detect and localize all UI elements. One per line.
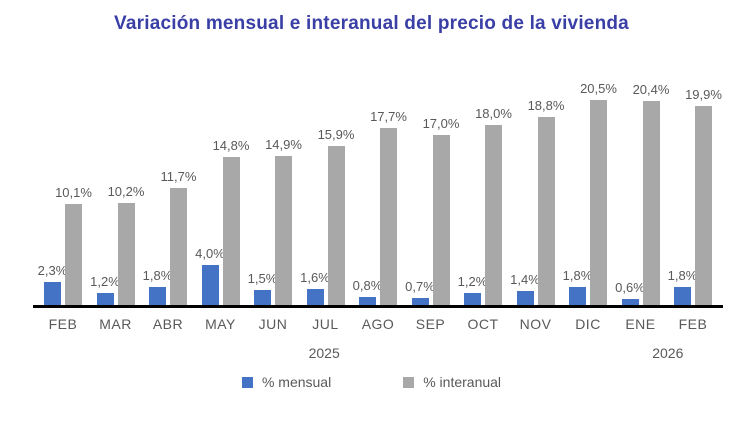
bar-group-may-3: 4,0% 14,8% <box>195 138 249 305</box>
axis-label-month: SEP <box>415 316 446 332</box>
data-label-mensual: 2,3% <box>37 263 68 278</box>
data-label-mensual: 1,8% <box>667 268 698 283</box>
bar-group-sep-7: 0,7% 17,0% <box>405 116 459 305</box>
legend-label-mensual: % mensual <box>261 374 332 390</box>
data-label-mensual: 1,2% <box>457 274 488 289</box>
legend-item-mensual: % mensual <box>241 374 332 390</box>
axis-label-month: JUL <box>312 316 339 332</box>
bar-interanual: 18,0% <box>475 106 512 305</box>
bar-interanual: 14,9% <box>265 137 302 305</box>
axis-label-month: FEB <box>48 316 78 332</box>
bar-interanual: 14,8% <box>213 138 249 305</box>
data-label-interanual: 10,1% <box>55 185 92 200</box>
bar-interanual: 17,7% <box>370 109 407 305</box>
bar-interanual: 10,2% <box>108 184 144 305</box>
axis-label-month: JUN <box>258 316 288 332</box>
bar-group-nov-9: 1,4% 18,8% <box>510 98 564 305</box>
bar-interanual: 18,8% <box>528 98 564 305</box>
bar-mensual: 1,8% <box>668 268 697 305</box>
chart-title: Variación mensual e interanual del preci… <box>114 13 629 34</box>
bar-interanual: 19,9% <box>685 87 722 305</box>
bar-mensual: 1,6% <box>300 270 330 305</box>
bar-group-mar-1: 1,2% 10,2% <box>90 184 144 305</box>
bar-interanual: 15,9% <box>318 127 354 305</box>
bar-interanual: 10,1% <box>55 185 92 305</box>
bar-mensual: 1,4% <box>510 272 540 305</box>
data-label-interanual: 17,0% <box>422 116 460 131</box>
data-label-interanual: 20,4% <box>632 82 670 97</box>
bar-interanual: 11,7% <box>161 169 196 305</box>
data-label-mensual: 1,5% <box>247 271 278 286</box>
axis-label-month: AGO <box>361 316 395 332</box>
data-label-mensual: 1,4% <box>510 272 540 287</box>
plot-area: 2,3% 10,1% 1,2% 10,2% 1,8% 11,7% 4,0% 14,8% 1,5%… <box>33 35 723 365</box>
legend-item-interanual: % interanual <box>403 374 501 390</box>
bar-mensual: 1,8% <box>563 268 592 305</box>
data-label-interanual: 14,9% <box>265 137 302 152</box>
legend-swatch-interanual-icon <box>403 376 415 388</box>
data-label-interanual: 19,9% <box>685 87 722 102</box>
data-label-interanual: 15,9% <box>317 127 355 142</box>
bar-group-ago-6: 0,8% 17,7% <box>353 109 407 305</box>
bar-mensual: 1,8% <box>143 268 172 305</box>
bar-interanual: 20,5% <box>580 81 617 305</box>
data-label-interanual: 17,7% <box>370 109 407 124</box>
data-label-mensual: 1,8% <box>142 268 173 283</box>
axis-label-year-2025: 2025 <box>308 345 340 361</box>
axis-label-month: ABR <box>152 316 184 332</box>
bar-mensual: 1,2% <box>458 274 487 305</box>
data-label-mensual: 0,6% <box>615 280 645 295</box>
bars-area: 2,3% 10,1% 1,2% 10,2% 1,8% 11,7% 4,0% 14,8% 1,5%… <box>33 35 723 305</box>
bar-group-feb-0: 2,3% 10,1% <box>38 185 92 305</box>
year-axis: 2025 2026 <box>33 345 723 365</box>
data-label-mensual: 0,7% <box>405 279 435 294</box>
data-label-interanual: 20,5% <box>580 81 617 96</box>
data-label-mensual: 1,6% <box>300 270 330 285</box>
axis-label-month: ENE <box>625 316 656 332</box>
bar-mensual: 0,6% <box>615 280 645 305</box>
bar-group-jun-4: 1,5% 14,9% <box>248 137 302 305</box>
bar-interanual: 20,4% <box>633 82 669 305</box>
bar-group-feb-12: 1,8% 19,9% <box>668 87 722 305</box>
bar-interanual: 17,0% <box>423 116 459 305</box>
axis-label-month: DIC <box>575 316 601 332</box>
bar-group-dic-10: 1,8% 20,5% <box>563 81 617 305</box>
axis-label-month: MAY <box>205 316 236 332</box>
legend: % mensual % interanual <box>0 374 743 390</box>
bar-group-oct-8: 1,2% 18,0% <box>458 106 512 305</box>
bar-mensual: 1,2% <box>90 274 120 305</box>
legend-label-interanual: % interanual <box>423 374 502 390</box>
bar-mensual: 0,8% <box>353 278 382 305</box>
month-axis: FEB MAR ABR MAY JUN JUL AGO SEP OCT NOV DIC ENE FEB <box>33 316 723 332</box>
data-label-interanual: 11,7% <box>160 169 197 184</box>
axis-label-month: NOV <box>519 316 552 332</box>
bar-mensual: 4,0% <box>195 246 225 305</box>
data-label-mensual: 4,0% <box>195 246 225 261</box>
axis-label-year-2026: 2026 <box>652 345 684 361</box>
data-label-interanual: 18,0% <box>475 106 512 121</box>
axis-label-month: OCT <box>467 316 499 332</box>
bar-group-abr-2: 1,8% 11,7% <box>143 169 196 305</box>
bar-group-jul-5: 1,6% 15,9% <box>300 127 354 305</box>
bar-group-ene-11: 0,6% 20,4% <box>615 82 669 305</box>
data-label-mensual: 1,2% <box>90 274 120 289</box>
data-label-interanual: 14,8% <box>212 138 250 153</box>
x-axis-line <box>33 305 723 308</box>
data-label-interanual: 18,8% <box>527 98 565 113</box>
axis-label-month: FEB <box>678 316 708 332</box>
bar-mensual: 2,3% <box>38 263 67 305</box>
bar-mensual: 0,7% <box>405 279 435 305</box>
data-label-mensual: 0,8% <box>352 278 383 293</box>
bar-mensual: 1,5% <box>248 271 277 305</box>
data-label-interanual: 10,2% <box>107 184 145 199</box>
axis-label-month: MAR <box>99 316 132 332</box>
legend-swatch-mensual-icon <box>241 376 253 388</box>
data-label-mensual: 1,8% <box>562 268 593 283</box>
